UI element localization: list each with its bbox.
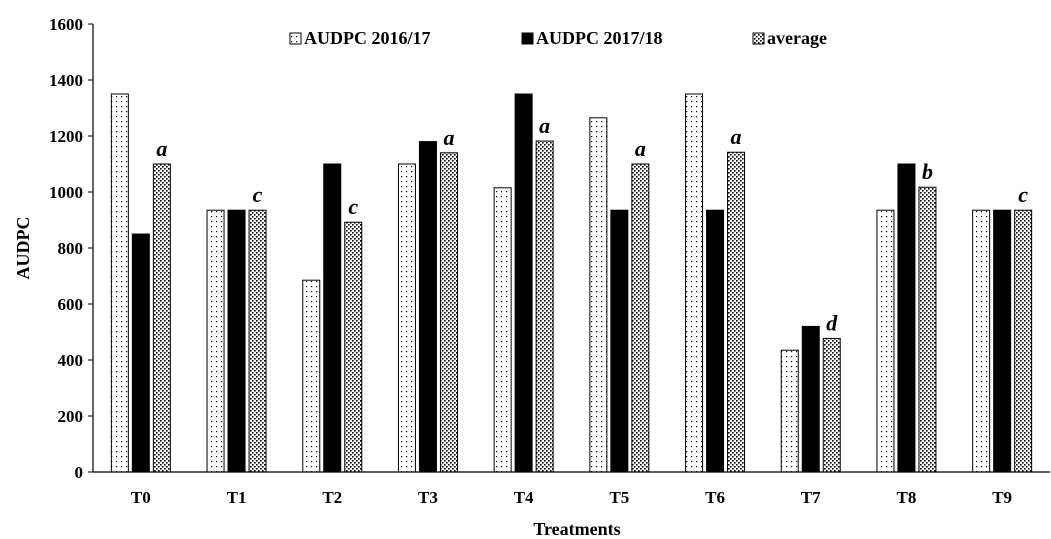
x-tick-label-T7: T7 [801, 488, 821, 507]
legend-swatch-2016 [289, 32, 302, 45]
bar-T2-series-2 [323, 163, 342, 473]
bar-T1-series-2 [227, 209, 246, 473]
x-tick-label-T8: T8 [897, 488, 917, 507]
legend: AUDPC 2016/17 AUDPC 2017/18 average [289, 28, 827, 48]
bar-T4-series-2 [514, 93, 533, 473]
bar-T0-series-1 [110, 93, 129, 473]
bar-T6-series-1 [685, 93, 704, 473]
bar-T3-series-1 [397, 163, 416, 473]
significance-letter-T6: a [731, 124, 742, 149]
significance-letter-T2: c [348, 194, 358, 219]
significance-letter-T3: a [443, 125, 454, 150]
legend-item-2017: AUDPC 2017/18 [521, 28, 663, 48]
bar-T4-series-1 [493, 187, 512, 473]
legend-item-2016: AUDPC 2016/17 [289, 28, 431, 48]
bar-T6-series-3 [727, 151, 746, 473]
bar-T9-series-1 [972, 209, 991, 473]
bar-T9-series-2 [993, 209, 1012, 473]
x-axis-title: Treatments [533, 519, 620, 539]
significance-letter-T9: c [1018, 182, 1028, 207]
plot-area: 0 200 400 600 800 1000 1200 1400 1600 a T0 c T1 c T2 a T… [49, 15, 1050, 507]
bar-T0-series-3 [152, 163, 171, 473]
bar-T1-series-3 [248, 209, 267, 473]
bar-T2-series-1 [302, 279, 321, 473]
legend-swatch-average [752, 32, 765, 45]
y-tick-label: 200 [58, 407, 84, 426]
significance-letter-T7: d [826, 310, 838, 335]
bar-T8-series-2 [897, 163, 916, 473]
bar-T5-series-3 [631, 163, 650, 473]
bar-T5-series-1 [589, 117, 608, 473]
bar-T2-series-3 [344, 221, 363, 473]
bar-T5-series-2 [610, 209, 629, 473]
y-tick-label: 600 [58, 295, 84, 314]
bar-T1-series-1 [206, 209, 225, 473]
significance-letter-T5: a [635, 136, 646, 161]
y-tick-label: 0 [75, 463, 84, 482]
legend-swatch-2017 [521, 32, 534, 45]
significance-letter-T4: a [539, 113, 550, 138]
y-axis-title: AUDPC [13, 217, 33, 280]
y-tick-label: 1600 [49, 15, 83, 34]
x-tick-label-T9: T9 [992, 488, 1012, 507]
x-tick-label-T3: T3 [418, 488, 438, 507]
y-tick-label: 400 [58, 351, 84, 370]
significance-letter-T1: c [253, 182, 263, 207]
x-tick-label-T4: T4 [514, 488, 534, 507]
significance-letter-T8: b [922, 159, 933, 184]
bar-T7-series-3 [822, 337, 841, 473]
bar-T7-series-2 [801, 325, 820, 473]
y-tick-label: 1400 [49, 71, 83, 90]
bar-T3-series-3 [439, 152, 458, 473]
legend-label-2016: AUDPC 2016/17 [304, 28, 431, 48]
legend-label-2017: AUDPC 2017/18 [536, 28, 663, 48]
bar-T6-series-2 [706, 209, 725, 473]
y-tick-label: 800 [58, 239, 84, 258]
x-tick-label-T0: T0 [131, 488, 151, 507]
x-tick-label-T6: T6 [705, 488, 725, 507]
bar-T0-series-2 [131, 233, 150, 473]
bar-T9-series-3 [1014, 209, 1033, 473]
y-tick-label: 1200 [49, 127, 83, 146]
x-tick-label-T1: T1 [227, 488, 247, 507]
x-tick-label-T5: T5 [609, 488, 629, 507]
bar-T7-series-1 [780, 349, 799, 473]
bar-T8-series-1 [876, 209, 895, 473]
legend-label-average: average [767, 28, 827, 48]
x-tick-label-T2: T2 [322, 488, 342, 507]
legend-item-average: average [752, 28, 827, 48]
bar-T8-series-3 [918, 186, 937, 473]
significance-letter-T0: a [156, 136, 167, 161]
bar-T4-series-3 [535, 140, 554, 473]
bar-T3-series-2 [418, 141, 437, 473]
y-tick-label: 1000 [49, 183, 83, 202]
